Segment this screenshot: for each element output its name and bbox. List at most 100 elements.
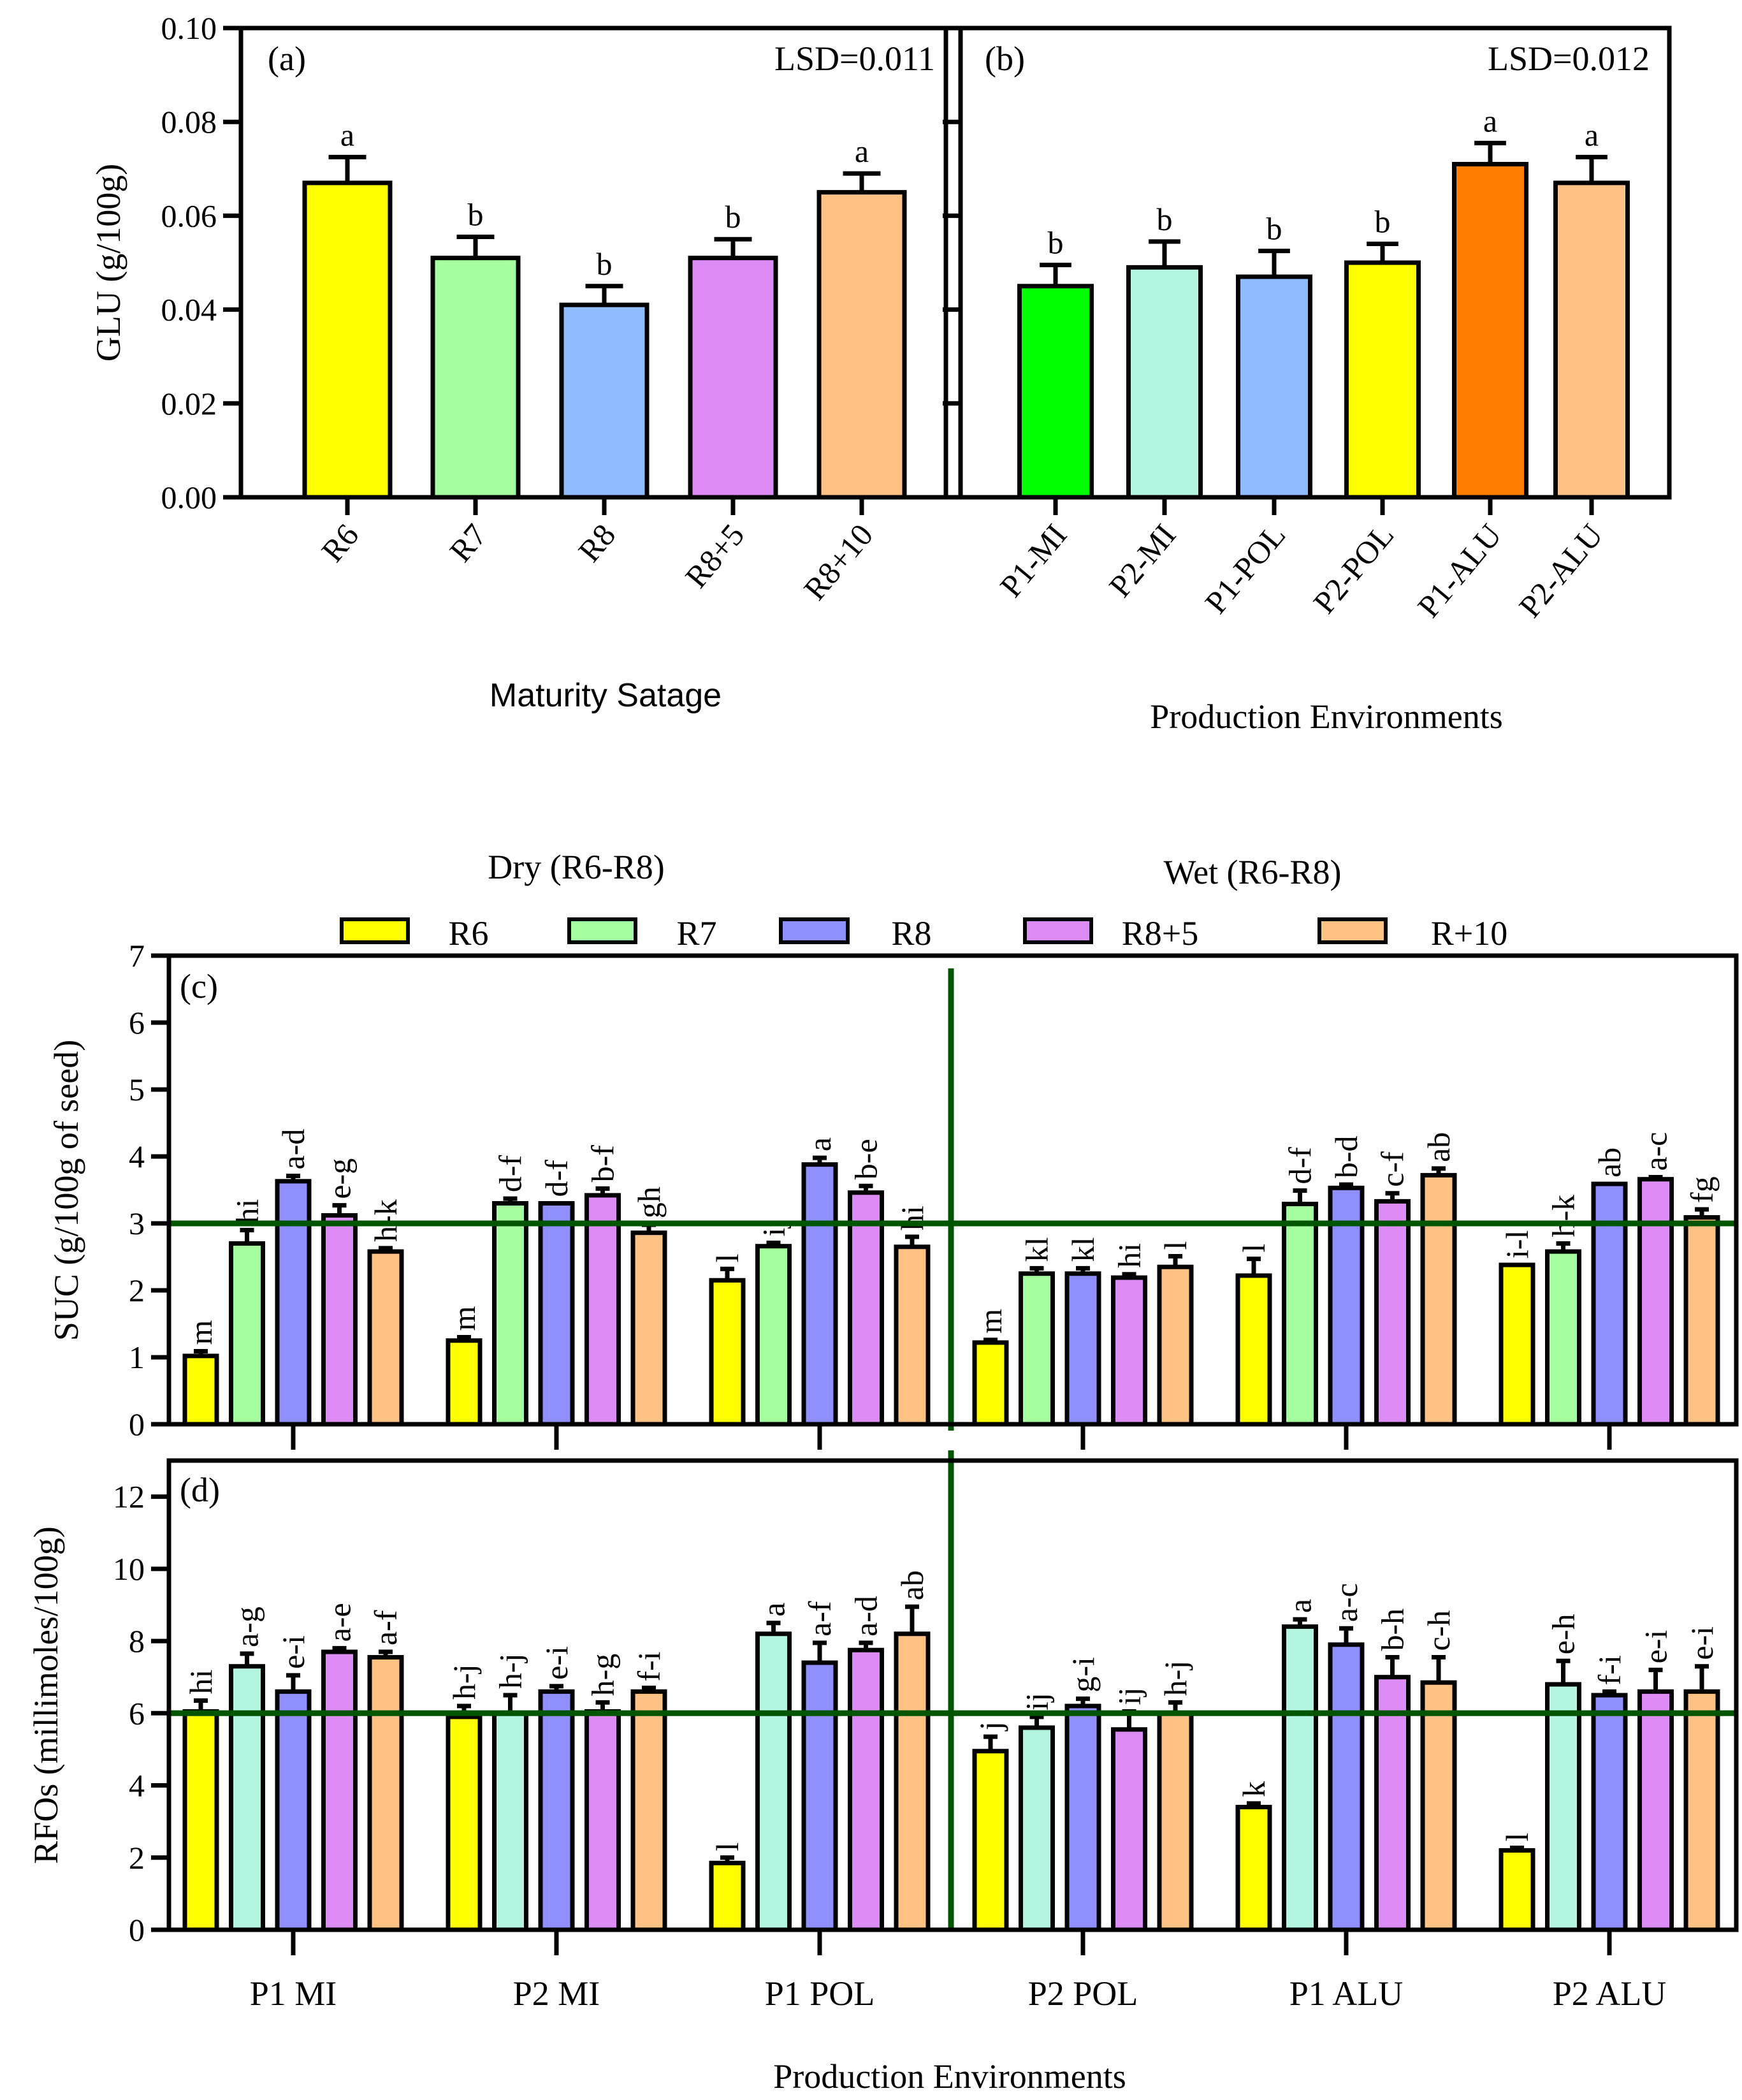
panel-c-y-tick-label: 2 xyxy=(129,1272,145,1308)
panel-d-R7-significance-letter: a xyxy=(756,1603,792,1617)
panel-d-R+10-significance-letter: h-j xyxy=(1158,1661,1193,1696)
panel-a-bar xyxy=(688,256,778,500)
panel-d-R6-significance-letter: hi xyxy=(183,1670,219,1695)
panel-d-label: (d) xyxy=(180,1471,220,1509)
legend-label-R8: R8 xyxy=(891,914,931,952)
panel-a-y-tick-label: 0.08 xyxy=(161,104,217,140)
panel-b-frame xyxy=(958,26,1672,500)
panel-c-R8-significance-letter: b-d xyxy=(1328,1135,1364,1178)
panel-d-y-title: RFOs (millimoles/100g) xyxy=(27,1526,65,1864)
panel-a-frame xyxy=(238,26,948,500)
panel-c-R7-significance-letter: d-f xyxy=(493,1155,528,1192)
panel-c-R7-significance-letter: d-f xyxy=(1282,1147,1318,1185)
panel-c-R8-significance-letter: d-f xyxy=(539,1160,574,1197)
panel-a-lsd: LSD=0.011 xyxy=(774,40,935,78)
panel-c-R6-significance-letter: m xyxy=(183,1320,219,1345)
panel-c-R6-significance-letter: m xyxy=(973,1309,1008,1334)
panel-a-bar xyxy=(559,302,650,500)
panel-c-R8+5-significance-letter: c-f xyxy=(1375,1151,1411,1187)
panel-a-x-tick-label: R8+10 xyxy=(797,517,880,607)
panel-d-R8-significance-letter: e-i xyxy=(539,1646,574,1680)
panel-a-significance-letter: b xyxy=(725,199,741,235)
panel-c-frame xyxy=(166,953,1739,1427)
panel-c-R8+5-bar xyxy=(584,1193,621,1427)
panel-d-R7-bar xyxy=(229,1664,265,1932)
panel-d-R+10-bar xyxy=(630,1689,667,1932)
panel-c-R8-significance-letter: ab xyxy=(1592,1148,1627,1178)
panel-b-significance-letter: a xyxy=(1585,117,1599,152)
panel-a-x-tick-label: R7 xyxy=(442,517,493,569)
panel-b-x-tick-label: P2-POL xyxy=(1306,517,1400,620)
panel-c-R+10-bar xyxy=(630,1230,667,1427)
panel-c-y-tick-label: 7 xyxy=(129,938,145,973)
panel-c-y-tick-label: 0 xyxy=(129,1406,145,1442)
panel-c-R7-bar xyxy=(1019,1271,1055,1427)
panel-b-label: (b) xyxy=(985,40,1025,78)
panel-c-R+10-bar xyxy=(1420,1172,1457,1427)
panel-d-R6-significance-letter: l xyxy=(1499,1833,1535,1842)
panel-c-R8+5-significance-letter: hi xyxy=(1112,1243,1147,1268)
panel-c-R8-bar xyxy=(1591,1181,1628,1427)
panel-d-R6-bar xyxy=(446,1714,483,1932)
panel-c-R8+5-bar xyxy=(321,1213,358,1427)
panel-a-y-tick-label: 0.00 xyxy=(161,479,217,515)
panel-a-bar xyxy=(430,256,521,500)
panel-c-R6-bar xyxy=(1499,1262,1535,1427)
panel-d-R8-bar xyxy=(1328,1642,1365,1932)
panel-d-R+10-bar xyxy=(894,1631,931,1932)
legend-swatch-R7 xyxy=(567,917,637,944)
panel-c-y-tick-label: 5 xyxy=(129,1072,145,1107)
panel-c-R8-significance-letter: kl xyxy=(1065,1237,1101,1262)
panel-d-R8+5-significance-letter: b-h xyxy=(1375,1608,1411,1651)
panel-d-R7-bar xyxy=(492,1710,528,1932)
panel-d-R7-significance-letter: ij xyxy=(1019,1693,1055,1710)
panel-d-R6-significance-letter: k xyxy=(1236,1781,1272,1797)
panel-b-bar xyxy=(1553,180,1630,500)
panel-d-x-tick-label: P1 ALU xyxy=(1289,1974,1404,2013)
panel-c-R8+5-significance-letter: b-f xyxy=(585,1145,621,1183)
legend-header-wet: Wet (R6-R8) xyxy=(1163,853,1341,891)
panel-b-significance-letter: b xyxy=(1267,211,1282,247)
legend-label-R6: R6 xyxy=(448,914,488,952)
legend-swatch-R8+5 xyxy=(1023,917,1093,944)
panel-b-x-tick-label: P2-ALU xyxy=(1512,517,1610,624)
panel-a-significance-letter: a xyxy=(855,133,869,169)
panel-d-y-tick-label: 4 xyxy=(129,1768,145,1804)
panel-d-R8-bar xyxy=(275,1689,312,1932)
panel-c-R7-bar xyxy=(1282,1202,1318,1427)
panel-d-x-tick-label: P1 MI xyxy=(250,1974,337,2013)
panel-b-significance-letter: b xyxy=(1157,201,1173,237)
panel-d-R8+5-significance-letter: ij xyxy=(1112,1688,1147,1705)
panel-a-y-title: GLU (g/100g) xyxy=(89,164,127,361)
panel-c-R6-bar xyxy=(1235,1273,1272,1427)
panel-a-y-tick-label: 0.06 xyxy=(161,198,217,233)
panel-a-x-tick-label: R8 xyxy=(571,517,622,569)
panel-d-R8+5-bar xyxy=(321,1649,358,1932)
panel-c-R+10-significance-letter: gh xyxy=(631,1186,667,1218)
panel-d-R7-bar xyxy=(755,1631,792,1932)
panel-c-R8-bar xyxy=(275,1179,312,1427)
panel-d-x-tick-label: P1 POL xyxy=(765,1974,875,2013)
panel-a-x-tick-label: R8+5 xyxy=(678,517,751,594)
panel-c-y-tick-label: 3 xyxy=(129,1206,145,1241)
panel-d-R+10-bar xyxy=(1683,1689,1720,1932)
panel-b-bar xyxy=(1017,284,1094,500)
panel-d-R8-significance-letter: a-c xyxy=(1328,1583,1364,1622)
panel-a-label: (a) xyxy=(268,40,306,78)
panel-a-significance-letter: a xyxy=(340,117,354,152)
panel-c-R8-bar xyxy=(1064,1271,1101,1427)
panel-d-R6-significance-letter: j xyxy=(973,1721,1008,1732)
panel-b-x-tick-label: P1-MI xyxy=(993,517,1074,604)
panel-d-R8-bar xyxy=(1591,1693,1628,1932)
panel-d-R8-significance-letter: g-i xyxy=(1065,1657,1101,1693)
panel-b-significance-letter: b xyxy=(1048,225,1064,261)
panel-d-R6-bar xyxy=(182,1709,219,1932)
panel-d-R7-significance-letter: e-h xyxy=(1546,1614,1581,1654)
panel-b-bar xyxy=(1344,260,1421,500)
panel-b-lsd: LSD=0.012 xyxy=(1488,40,1650,78)
panel-a-y-tick-label: 0.04 xyxy=(161,292,217,328)
panel-c-R+10-bar xyxy=(1683,1215,1720,1427)
panel-a-bar xyxy=(302,180,393,500)
panel-a-x-tick-label: R6 xyxy=(314,517,365,569)
panel-c-R+10-bar xyxy=(367,1249,404,1427)
